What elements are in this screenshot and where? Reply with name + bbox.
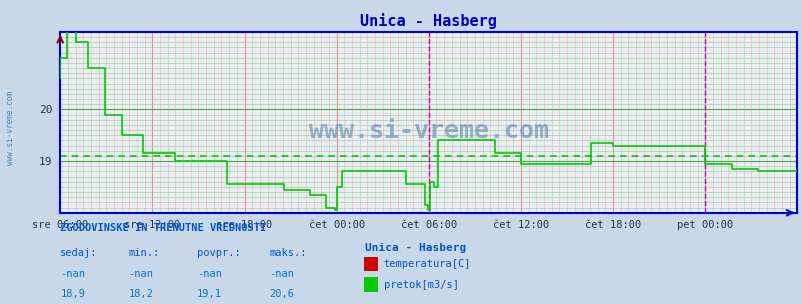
Text: maks.:: maks.: — [269, 248, 306, 258]
Text: sedaj:: sedaj: — [60, 248, 98, 258]
Text: 18,9: 18,9 — [60, 289, 85, 299]
Text: www.si-vreme.com: www.si-vreme.com — [309, 119, 548, 143]
Text: -nan: -nan — [269, 269, 294, 279]
Text: temperatura[C]: temperatura[C] — [383, 259, 471, 269]
Text: 18,2: 18,2 — [128, 289, 153, 299]
Text: pretok[m3/s]: pretok[m3/s] — [383, 280, 458, 289]
Text: 20,6: 20,6 — [269, 289, 294, 299]
Text: povpr.:: povpr.: — [196, 248, 240, 258]
Text: -nan: -nan — [128, 269, 153, 279]
Text: ZGODOVINSKE IN TRENUTNE VREDNOSTI: ZGODOVINSKE IN TRENUTNE VREDNOSTI — [60, 223, 266, 233]
Text: -nan: -nan — [196, 269, 221, 279]
Title: Unica - Hasberg: Unica - Hasberg — [360, 13, 496, 29]
Text: -nan: -nan — [60, 269, 85, 279]
Text: Unica - Hasberg: Unica - Hasberg — [365, 243, 466, 253]
Text: min.:: min.: — [128, 248, 160, 258]
Text: www.si-vreme.com: www.si-vreme.com — [6, 91, 15, 165]
Text: 19,1: 19,1 — [196, 289, 221, 299]
